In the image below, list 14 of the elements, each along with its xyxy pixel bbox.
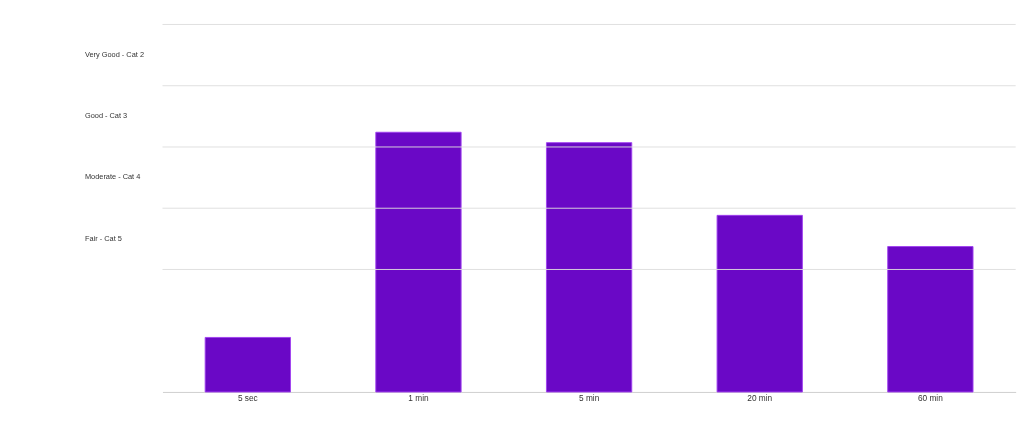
bar	[887, 246, 974, 393]
text: Good - Cat 3	[84, 111, 128, 121]
x-tick-label: 20 min	[747, 392, 773, 403]
text: Fair - Cat 5	[84, 233, 122, 243]
bar	[204, 336, 291, 393]
x-tick-label: 5 min	[578, 392, 600, 403]
x-tick-label: 60 min	[917, 392, 944, 403]
text: Very Good - Cat 2	[84, 49, 144, 59]
bar	[545, 142, 633, 393]
text: Moderate - Cat 4	[84, 172, 141, 182]
x-tick-label: 1 min	[408, 392, 429, 403]
x-tick-label: 5 sec	[237, 392, 258, 403]
bar	[716, 214, 803, 393]
bar	[375, 131, 462, 393]
